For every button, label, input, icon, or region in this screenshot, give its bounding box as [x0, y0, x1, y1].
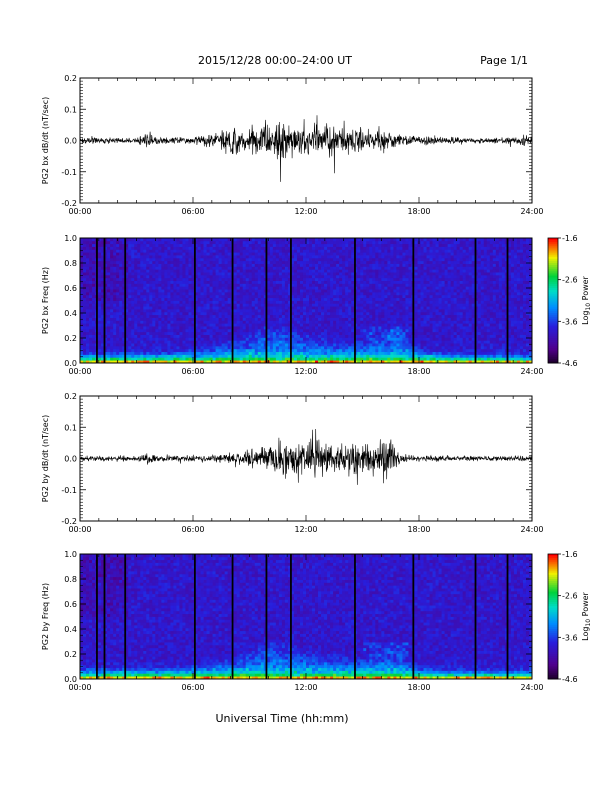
colorbar-label: Log10 Power: [581, 275, 592, 324]
y-tick-label: 0.0: [64, 359, 77, 368]
x-tick-label: 00:00: [68, 367, 91, 376]
x-tick-label: 00:00: [68, 207, 91, 216]
y-tick-label: 0.0: [64, 455, 77, 464]
panel-1: -0.2 -0.1 0.0 0.1 0.2 00:00 06:00 12:00 18:00 24:…: [41, 74, 544, 216]
colorbar: -1.6 -2.6 -3.6 -4.6 Log10 Power: [547, 550, 592, 684]
y-tick-label: 0.2: [64, 334, 77, 343]
signal-trace: [79, 428, 533, 485]
x-tick-label: 06:00: [181, 683, 204, 692]
y-tick-label: 0.0: [64, 137, 77, 146]
x-tick-label: 24:00: [520, 525, 543, 534]
colorbar-tick-label: -3.6: [562, 317, 578, 326]
y-axis-label: PG2 by Freq (Hz): [41, 583, 50, 650]
page-number: Page 1/1: [480, 54, 528, 67]
y-tick-label: 0.2: [64, 650, 77, 659]
colorbar-tick-label: -2.6: [562, 276, 578, 285]
colorbar-tick-label: -1.6: [562, 550, 578, 559]
y-tick-label: 0.4: [64, 625, 77, 634]
y-tick-label: 0.1: [64, 423, 77, 432]
x-tick-label: 00:00: [68, 683, 91, 692]
y-tick-label: 0.6: [64, 600, 77, 609]
y-tick-label: 0.8: [64, 575, 77, 584]
y-tick-label: 0.1: [64, 105, 77, 114]
y-tick-label: 0.0: [64, 675, 77, 684]
x-tick-label: 18:00: [407, 525, 430, 534]
y-axis-label: PG2 bx Freq (Hz): [41, 267, 50, 334]
x-tick-label: 12:00: [294, 525, 317, 534]
y-axis-label: PG2 by dB/dt (nT/sec): [41, 415, 50, 502]
colorbar-tick-label: -4.6: [562, 359, 578, 368]
colorbar-tick-label: -3.6: [562, 633, 578, 642]
y-tick-label: 0.2: [64, 392, 77, 401]
x-tick-label: 24:00: [520, 207, 543, 216]
y-tick-label: -0.2: [61, 199, 77, 208]
colorbar-tick-label: -4.6: [562, 675, 578, 684]
figure-title: 2015/12/28 00:00–24:00 UT: [198, 54, 352, 67]
x-tick-label: 24:00: [520, 367, 543, 376]
colorbar: -1.6 -2.6 -3.6 -4.6 Log10 Power: [547, 234, 592, 368]
panel-2: -1.6 -2.6 -3.6 -4.6 Log10 Power 0.0 0.2 0.4 0.6 0…: [41, 234, 592, 376]
colorbar-tick-label: -2.6: [562, 592, 578, 601]
x-tick-label: 24:00: [520, 683, 543, 692]
x-tick-label: 00:00: [68, 525, 91, 534]
y-axis-label: PG2 bx dB/dt (nT/sec): [41, 97, 50, 184]
y-tick-label: -0.1: [61, 168, 77, 177]
panel-4: -1.6 -2.6 -3.6 -4.6 Log10 Power 0.0 0.2 0.4 0.6 0…: [41, 550, 592, 692]
x-tick-label: 06:00: [181, 525, 204, 534]
x-tick-label: 18:00: [407, 683, 430, 692]
y-tick-label: 0.4: [64, 309, 77, 318]
y-tick-label: -0.1: [61, 486, 77, 495]
plot-frame: [79, 395, 533, 522]
x-tick-label: 18:00: [407, 207, 430, 216]
x-tick-label: 12:00: [294, 207, 317, 216]
colorbar-tick-label: -1.6: [562, 234, 578, 243]
y-tick-label: 1.0: [64, 550, 77, 559]
y-tick-label: 0.8: [64, 259, 77, 268]
y-tick-label: 0.2: [64, 74, 77, 83]
y-tick-label: 0.6: [64, 284, 77, 293]
spectrogram: [80, 238, 533, 364]
signal-trace: [80, 115, 533, 182]
y-tick-label: 1.0: [64, 234, 77, 243]
colorbar-label: Log10 Power: [581, 591, 592, 640]
panels: -0.2 -0.1 0.0 0.1 0.2 00:00 06:00 12:00 18:00 24:…: [41, 74, 592, 692]
spectrogram: [80, 554, 533, 680]
x-tick-label: 06:00: [181, 207, 204, 216]
x-tick-label: 18:00: [407, 367, 430, 376]
x-tick-label: 12:00: [294, 367, 317, 376]
x-axis-label: Universal Time (hh:mm): [216, 712, 349, 725]
x-tick-label: 06:00: [181, 367, 204, 376]
x-tick-label: 12:00: [294, 683, 317, 692]
y-tick-label: -0.2: [61, 517, 77, 526]
panel-3: -0.2 -0.1 0.0 0.1 0.2 00:00 06:00 12:00 18:00 24:…: [41, 392, 544, 534]
